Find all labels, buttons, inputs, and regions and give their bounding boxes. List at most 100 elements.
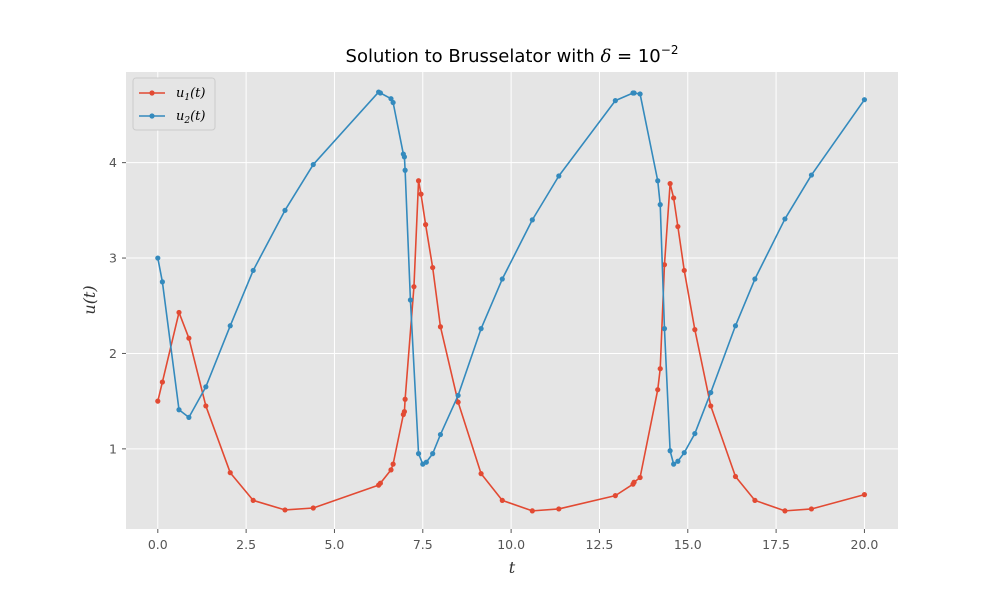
x-tick-label: 0.0 — [148, 537, 168, 552]
legend-label-u2: u2(t) — [176, 109, 205, 126]
x-axis-ticks: 0.0 2.5 5.0 7.5 10.0 12.5 15.0 17.5 20.0 — [148, 529, 879, 552]
y-tick-label: 3 — [109, 251, 117, 266]
data-point-u1 — [155, 398, 161, 404]
data-point-u2 — [708, 389, 714, 396]
data-point-u1 — [423, 222, 429, 228]
x-tick-label: 2.5 — [236, 537, 256, 552]
x-tick-label: 10.0 — [497, 537, 525, 552]
data-point-u1 — [637, 474, 643, 481]
legend-label-u2-tail: (t) — [190, 109, 205, 124]
data-point-u2 — [377, 90, 383, 96]
data-point-u1 — [667, 181, 673, 187]
data-point-u2 — [529, 217, 535, 223]
y-tick-label: 4 — [109, 155, 117, 170]
data-point-u2 — [388, 96, 394, 102]
data-point-u1 — [708, 403, 714, 409]
data-point-u2 — [227, 323, 233, 329]
x-tick-label: 15.0 — [674, 537, 702, 552]
data-point-u2 — [282, 207, 288, 213]
data-point-u1 — [631, 479, 637, 485]
data-point-u2 — [390, 99, 396, 106]
legend-label-u1-tail: (t) — [190, 86, 205, 101]
data-point-u1 — [437, 324, 444, 330]
data-point-u2 — [155, 255, 161, 261]
data-point-u1 — [402, 396, 408, 402]
data-point-u1 — [612, 493, 618, 499]
data-point-u2 — [808, 172, 815, 178]
data-point-u1 — [499, 497, 505, 503]
data-point-u1 — [782, 508, 788, 514]
chart-title-exponent: −2 — [661, 43, 679, 57]
x-tick-label: 17.5 — [762, 537, 790, 552]
data-point-u2 — [310, 161, 316, 168]
data-point-u1 — [411, 284, 417, 290]
data-point-u2 — [692, 430, 698, 437]
data-point-u2 — [637, 91, 643, 97]
x-tick-label: 20.0 — [851, 537, 879, 552]
y-axis-ticks: 1 2 3 4 — [109, 155, 126, 456]
data-point-u1 — [692, 327, 698, 333]
data-point-u2 — [752, 276, 758, 282]
data-point-u2 — [681, 450, 687, 456]
data-point-u2 — [732, 323, 739, 329]
data-point-u2 — [861, 97, 868, 103]
data-point-u1 — [657, 366, 663, 372]
data-point-u1 — [671, 195, 677, 201]
data-point-u1 — [808, 506, 815, 512]
legend-marker-u1 — [149, 90, 155, 96]
data-point-u2 — [186, 414, 192, 420]
data-point-u2 — [159, 279, 165, 285]
data-point-u2 — [675, 458, 681, 464]
data-point-u2 — [402, 167, 408, 173]
x-tick-label: 7.5 — [413, 537, 433, 552]
data-point-u2 — [437, 431, 444, 438]
data-point-u2 — [667, 448, 673, 454]
data-point-u1 — [415, 178, 422, 184]
data-point-u2 — [655, 178, 661, 184]
x-tick-label: 12.5 — [586, 537, 614, 552]
data-point-u2 — [499, 276, 505, 282]
y-tick-label: 2 — [109, 346, 117, 361]
data-point-u1 — [227, 470, 233, 476]
legend-marker-u2 — [149, 113, 155, 119]
chart-title-delta: δ — [600, 46, 611, 67]
grid-lines — [126, 72, 898, 529]
legend-label-u1-sub: 1 — [184, 93, 190, 103]
data-point-u2 — [478, 326, 484, 332]
data-point-u1 — [478, 471, 484, 477]
data-point-u2 — [631, 90, 637, 96]
data-point-u2 — [401, 154, 408, 160]
data-point-u2 — [556, 173, 562, 179]
data-point-u1 — [377, 480, 383, 486]
chart-title: Solution to Brusselator with δ = 10−2 — [346, 43, 679, 67]
data-point-u1 — [282, 507, 288, 513]
data-point-u2 — [176, 407, 182, 413]
data-point-u2 — [671, 461, 677, 467]
data-point-u1 — [401, 409, 408, 415]
data-point-u2 — [415, 451, 422, 457]
data-point-u1 — [390, 461, 396, 467]
y-axis-label: u(t) — [80, 285, 99, 314]
data-point-u1 — [159, 379, 165, 385]
data-point-u2 — [455, 392, 461, 399]
x-tick-label: 5.0 — [325, 537, 345, 552]
data-point-u1 — [176, 309, 182, 316]
data-point-u2 — [657, 202, 663, 208]
data-point-u1 — [430, 264, 436, 271]
data-point-u2 — [407, 297, 414, 303]
legend-label-u1: u1(t) — [176, 86, 205, 103]
series-layer — [155, 89, 868, 514]
data-point-u2 — [423, 459, 429, 465]
data-point-u1 — [250, 497, 256, 503]
data-point-u1 — [661, 262, 668, 268]
data-point-u1 — [186, 335, 192, 341]
data-point-u1 — [675, 223, 681, 230]
legend-label-u2-sub: 2 — [183, 116, 190, 126]
legend-label-u1-main: u — [176, 86, 184, 101]
data-point-u1 — [388, 467, 394, 473]
chart-title-lead: Solution to Brusselator with — [346, 46, 601, 67]
y-tick-label: 1 — [109, 441, 117, 456]
data-point-u1 — [655, 387, 661, 393]
data-point-u2 — [430, 451, 436, 457]
